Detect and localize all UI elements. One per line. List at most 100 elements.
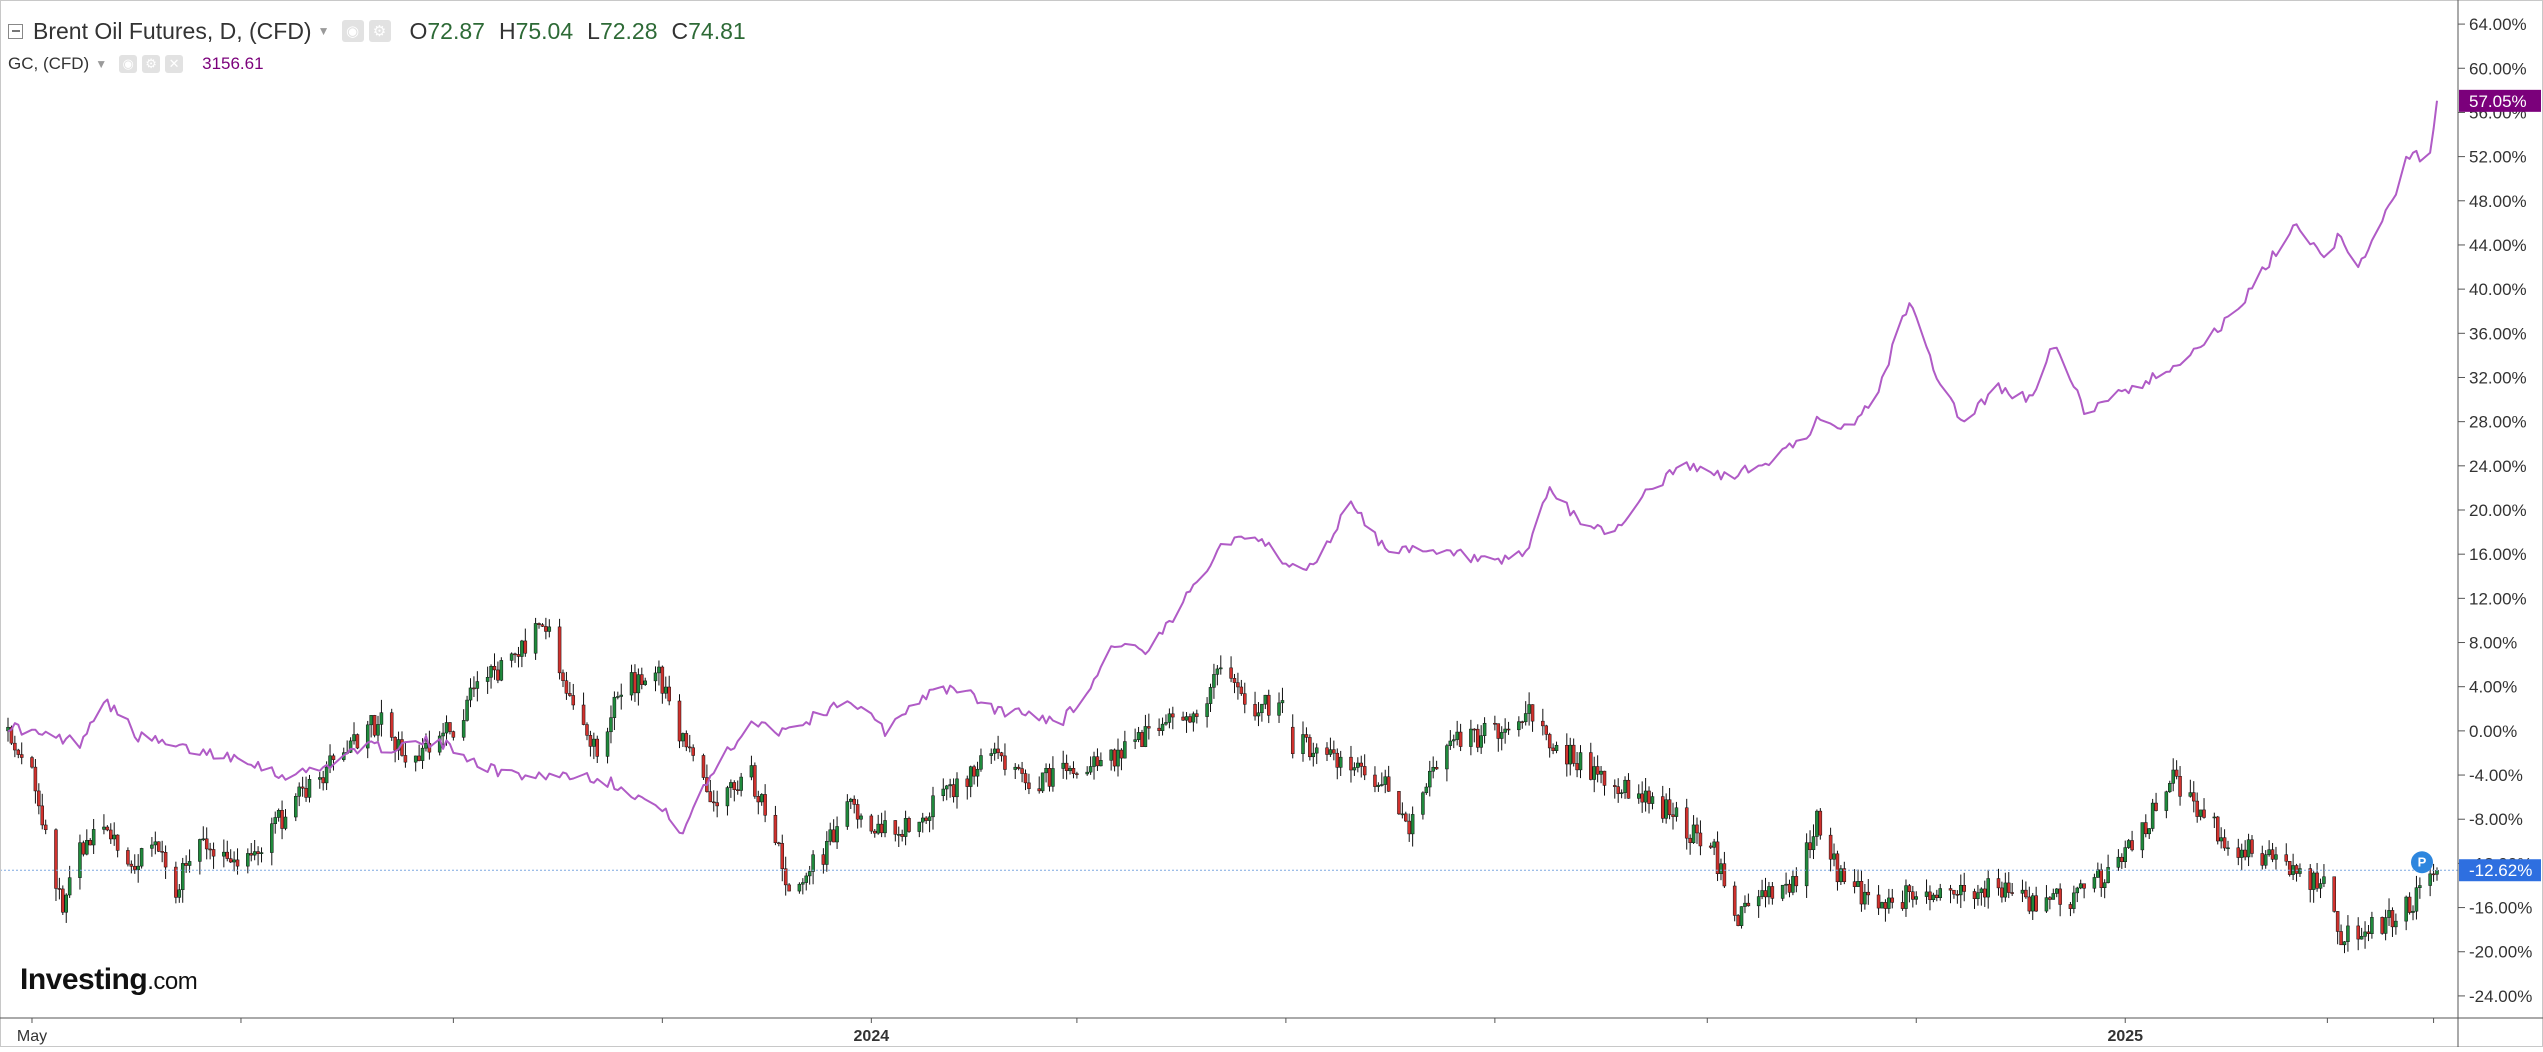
candle-body [1003,755,1007,770]
candle-body [1619,792,1624,794]
candle-body [564,680,569,694]
candle-body [753,765,757,797]
candle-body [40,805,45,826]
candle-body [2363,931,2367,937]
candle-body [2212,816,2217,819]
candle-body [499,660,504,681]
candle-body [1883,902,1888,909]
candle-body [211,849,216,857]
candle-body [2174,769,2179,777]
candle-body [489,666,493,678]
candle-body [1119,749,1124,759]
candle-body [1640,793,1644,803]
candle-body [2126,840,2131,848]
candle-body [927,816,932,821]
candle-body [684,733,689,748]
candle-body [1212,674,1216,688]
candle-body [2431,873,2436,876]
y-tick-label: 28.00% [2469,413,2527,432]
candle-body [318,777,322,780]
candle-body [2298,868,2302,874]
close-icon[interactable]: ✕ [165,55,184,73]
candle-body [1674,807,1679,817]
candle-body [1116,749,1120,767]
candle-body [1267,694,1271,716]
candle-body [1928,891,1932,900]
eye-icon[interactable]: ◉ [119,55,138,73]
candle-body [2147,828,2151,835]
candle-body [1904,885,1908,909]
settings-icon[interactable]: ⚙ [142,55,161,73]
candle-body [2092,877,2097,889]
candle-body [1938,888,1942,898]
candle-body [1613,785,1617,787]
candle-body [1578,752,1583,771]
ohlc-open-label: O [409,17,428,44]
candle-body [372,715,377,736]
candle-body [64,894,68,913]
candle-body [2096,869,2100,878]
main-series-title[interactable]: Brent Oil Futures, D, (CFD) [33,17,312,44]
settings-icon[interactable]: ⚙ [368,20,391,42]
candle-body [126,850,130,865]
candle-body [235,859,240,867]
candle-body [1863,891,1867,905]
candle-body [2130,840,2134,851]
candle-body [129,863,134,867]
eye-icon[interactable]: ◉ [341,20,364,42]
candle-body [633,672,637,694]
candle-body [2192,792,2196,802]
candle-body [691,747,695,756]
investing-logo: Investing.com [20,963,198,997]
candle-body [640,674,644,685]
candle-body [1983,888,1987,898]
candle-body [304,787,308,798]
candle-body [999,752,1004,757]
candle-body [2171,769,2175,784]
ohlc-close-label: C [671,17,689,44]
candle-body [2072,892,2076,909]
collapse-icon[interactable] [8,23,23,39]
candle-body [581,704,586,725]
candle-body [896,834,901,836]
y-tick-label: -4.00% [2469,766,2523,785]
price-marker-icon[interactable]: P [2411,851,2433,874]
candle-body [1051,768,1055,787]
candle-body [1695,824,1699,834]
gold-series-line [7,100,2438,835]
candle-body [732,782,737,790]
candle-body [1428,770,1432,788]
candle-body [444,722,449,734]
candle-body [2342,941,2347,946]
candle-body [1383,776,1387,785]
candle-body [1191,713,1196,723]
caret-down-icon[interactable]: ▼ [317,24,330,38]
candle-body [1589,752,1593,780]
candle-body [787,884,791,892]
candle-body [61,888,65,913]
candle-body [917,821,922,832]
candle-body [859,815,863,820]
candle-body [1359,762,1364,767]
candle-body [801,882,805,885]
secondary-series-title[interactable]: GC, (CFD) [8,54,90,73]
caret-down-icon[interactable]: ▼ [95,57,108,71]
candle-body [561,672,565,681]
candle-body [965,778,970,787]
candle-body [1996,878,2001,889]
candle-body [831,829,836,843]
candle-body [249,853,253,856]
candle-body [461,720,466,738]
candle-body [855,804,860,820]
candle-body [1311,752,1316,758]
candle-body [1404,813,1408,822]
candle-body [1160,723,1165,731]
candle-body [492,666,497,671]
candle-body [1616,786,1620,794]
brent-candles [6,617,2439,954]
candle-body [1544,725,1549,735]
candle-body [1808,842,1812,851]
candle-body [1328,749,1333,755]
